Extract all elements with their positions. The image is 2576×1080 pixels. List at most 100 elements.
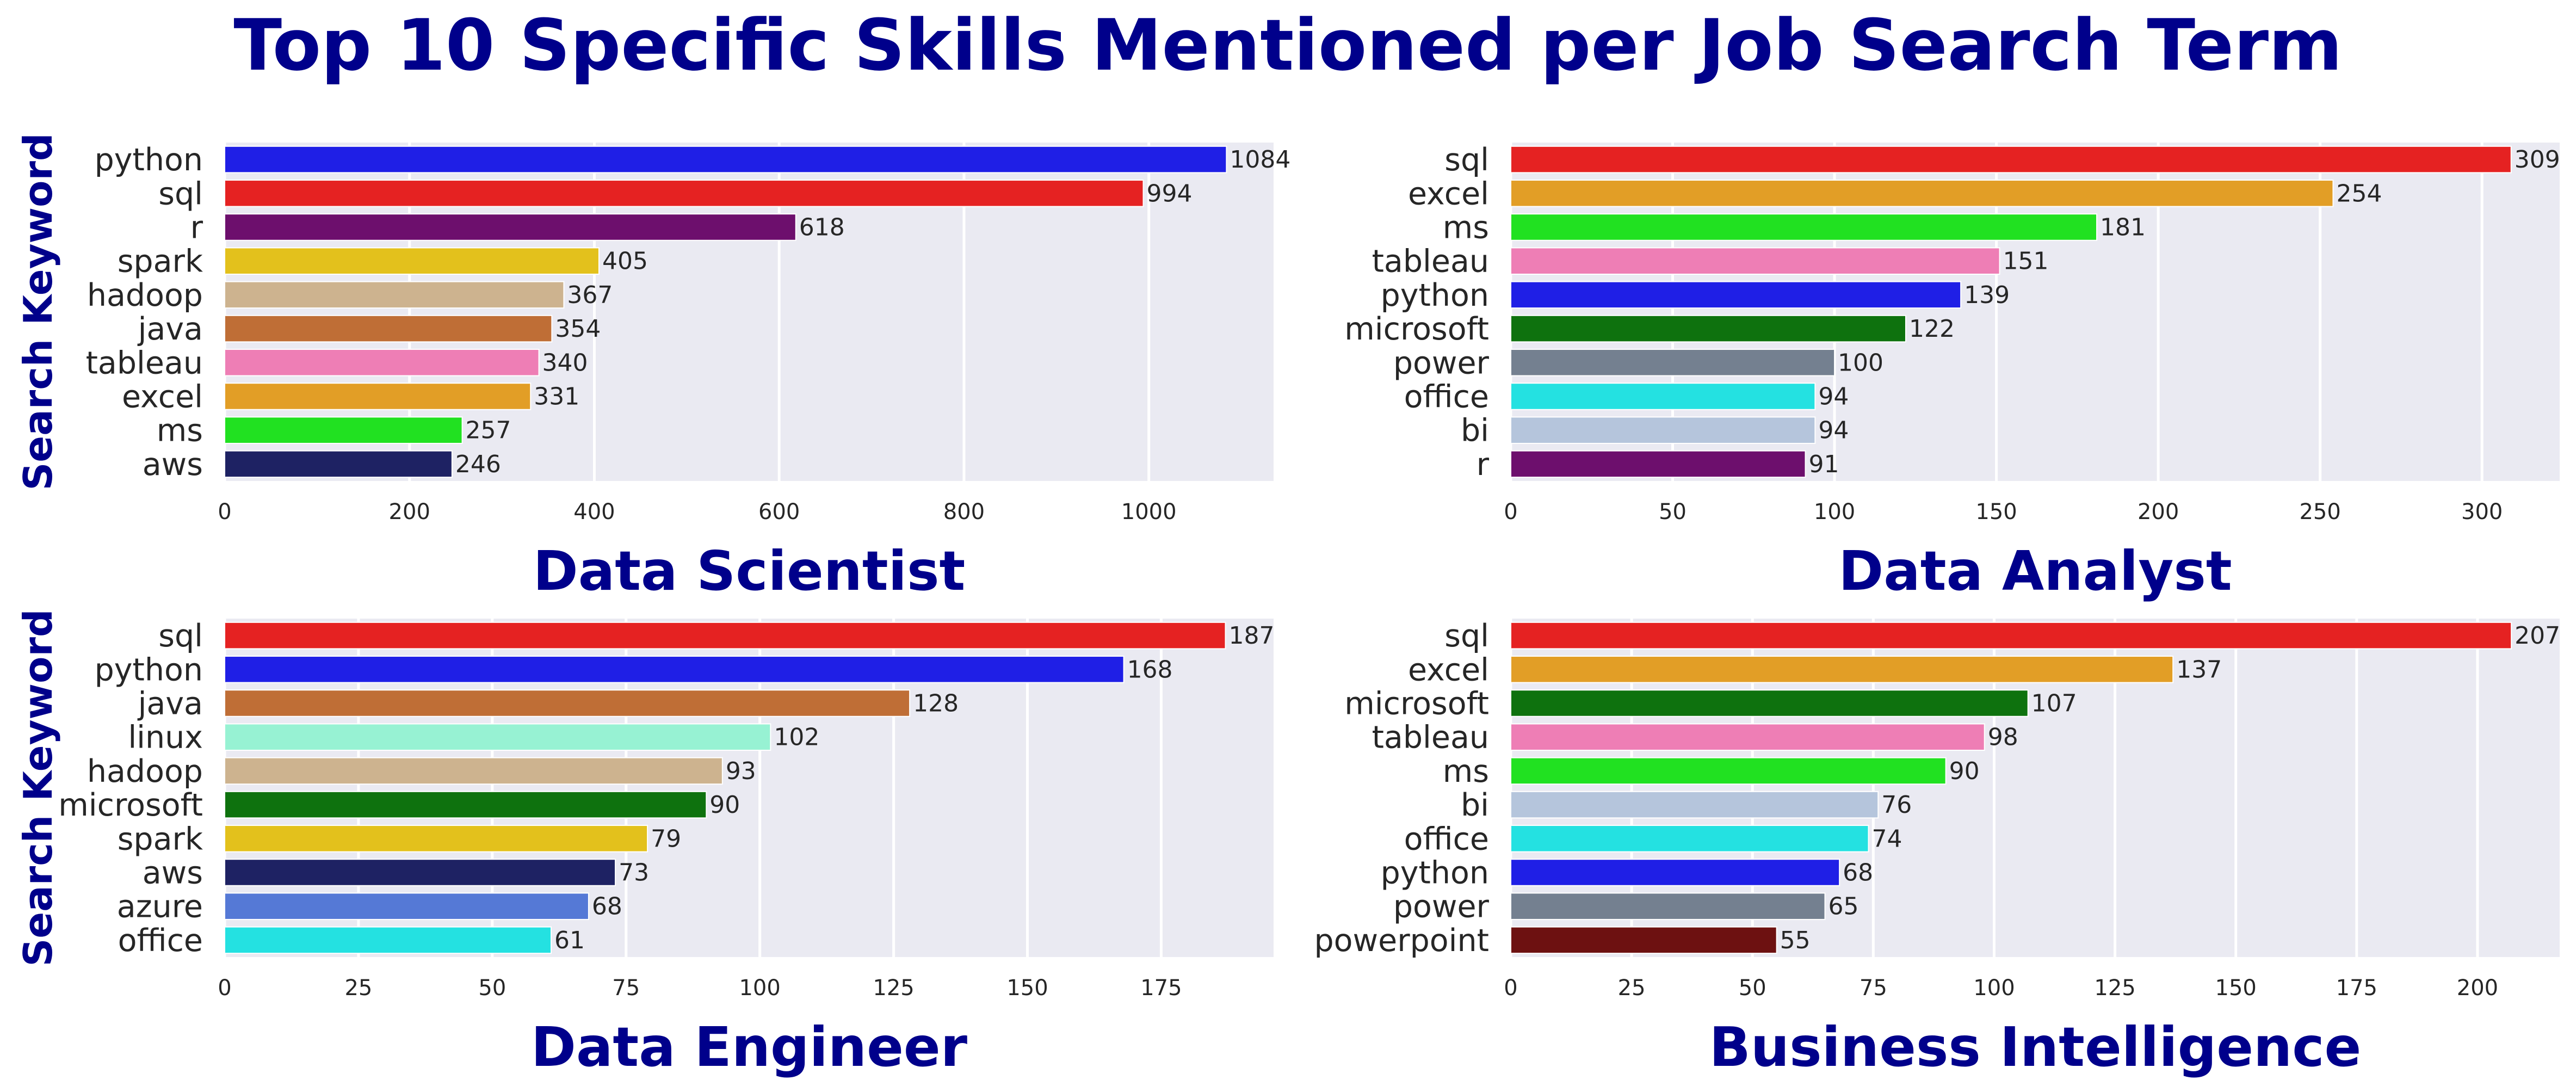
value-label-power: 100 bbox=[1838, 349, 1883, 377]
category-label-spark: spark bbox=[118, 821, 203, 857]
category-label-sql: sql bbox=[1444, 142, 1489, 178]
category-label-hadoop: hadoop bbox=[87, 277, 203, 313]
bar-tableau bbox=[1510, 247, 2000, 275]
panel-data-scientist: 0 200 400 600 800 1000 1084 python 994 sql 618 r 405… bbox=[15, 133, 1290, 603]
bar-hadoop bbox=[224, 281, 565, 309]
value-label-tableau: 151 bbox=[2003, 248, 2049, 275]
bar-sql bbox=[1510, 145, 2512, 174]
category-label-power: power bbox=[1393, 889, 1490, 925]
category-label-excel: excel bbox=[1408, 176, 1489, 212]
bar-python bbox=[224, 656, 1125, 683]
bar-excel bbox=[1510, 180, 2334, 207]
category-label-hadoop: hadoop bbox=[87, 754, 203, 789]
value-label-office: 74 bbox=[1871, 825, 1902, 853]
category-label-bi: bi bbox=[1461, 787, 1489, 823]
value-label-python: 139 bbox=[1964, 281, 2010, 309]
bar-ms bbox=[1510, 213, 2098, 241]
x-tick-label: 800 bbox=[943, 499, 985, 524]
value-label-bi: 94 bbox=[1818, 417, 1849, 445]
bar-excel bbox=[1510, 656, 2174, 683]
category-label-office: office bbox=[1404, 379, 1489, 415]
bar-r bbox=[1510, 450, 1806, 478]
bar-tableau bbox=[224, 349, 540, 377]
category-label-tableau: tableau bbox=[86, 345, 203, 381]
value-label-ms: 181 bbox=[2100, 214, 2146, 242]
value-label-spark: 405 bbox=[602, 248, 648, 275]
y-axis-title: Search Keyword bbox=[15, 609, 61, 966]
x-tick-label: 200 bbox=[2457, 976, 2498, 1001]
value-label-office: 61 bbox=[554, 927, 585, 954]
category-label-python: python bbox=[95, 652, 203, 688]
category-label-spark: spark bbox=[118, 244, 203, 280]
bar-aws bbox=[224, 450, 453, 478]
value-label-azure: 68 bbox=[592, 893, 622, 921]
category-label-python: python bbox=[1381, 277, 1489, 313]
x-axis-title: Data Scientist bbox=[533, 539, 966, 603]
x-tick-label: 300 bbox=[2461, 499, 2503, 524]
x-tick-label: 100 bbox=[1814, 499, 1855, 524]
bar-spark bbox=[224, 825, 648, 853]
x-tick-label: 125 bbox=[873, 976, 914, 1001]
panel-data-engineer: 0 25 50 75 100 125 150 175 187 sql 168 python 128 jav… bbox=[15, 609, 1274, 1079]
value-label-linux: 102 bbox=[774, 724, 819, 751]
x-tick-label: 175 bbox=[1140, 976, 1182, 1001]
category-label-aws: aws bbox=[143, 855, 203, 891]
value-label-sql: 207 bbox=[2515, 622, 2560, 650]
value-label-microsoft: 107 bbox=[2031, 690, 2077, 718]
category-label-tableau: tableau bbox=[1372, 720, 1489, 756]
bar-ms bbox=[1510, 757, 1947, 785]
category-label-microsoft: microsoft bbox=[1344, 686, 1489, 722]
value-label-spark: 79 bbox=[651, 825, 681, 853]
category-label-sql: sql bbox=[158, 176, 203, 212]
x-axis-title: Business Intelligence bbox=[1709, 1015, 2362, 1079]
x-tick-label: 0 bbox=[218, 976, 231, 1001]
value-label-sql: 187 bbox=[1228, 622, 1274, 650]
value-label-sql: 994 bbox=[1146, 180, 1192, 207]
category-label-sql: sql bbox=[1444, 618, 1489, 654]
x-tick-label: 75 bbox=[1860, 976, 1887, 1001]
bar-python bbox=[224, 145, 1227, 174]
value-label-tableau: 340 bbox=[542, 349, 588, 377]
x-tick-label: 250 bbox=[2299, 499, 2340, 524]
x-tick-label: 75 bbox=[612, 976, 640, 1001]
bar-bi bbox=[1510, 791, 1879, 819]
y-axis-title: Search Keyword bbox=[15, 133, 61, 490]
value-label-excel: 254 bbox=[2336, 180, 2382, 207]
value-label-tableau: 98 bbox=[1988, 724, 2018, 751]
category-label-sql: sql bbox=[158, 618, 203, 654]
category-label-python: python bbox=[1381, 855, 1489, 891]
bar-excel bbox=[224, 382, 532, 410]
value-label-python: 68 bbox=[1843, 859, 1873, 887]
bar-microsoft bbox=[1510, 314, 1906, 343]
category-label-tableau: tableau bbox=[1372, 244, 1489, 280]
category-label-java: java bbox=[137, 311, 203, 347]
bar-python bbox=[1510, 281, 1962, 309]
category-label-bi: bi bbox=[1461, 413, 1489, 449]
category-label-ms: ms bbox=[157, 413, 203, 449]
x-tick-label: 50 bbox=[1659, 499, 1687, 524]
bar-power bbox=[1510, 349, 1836, 377]
value-label-aws: 246 bbox=[455, 450, 501, 478]
bar-sql bbox=[224, 180, 1144, 207]
value-label-powerpoint: 55 bbox=[1780, 927, 1811, 954]
value-label-ms: 90 bbox=[1949, 757, 1980, 785]
value-label-hadoop: 93 bbox=[726, 757, 756, 785]
x-tick-label: 175 bbox=[2336, 976, 2377, 1001]
bar-linux bbox=[224, 723, 771, 751]
x-tick-label: 50 bbox=[478, 976, 506, 1001]
value-label-r: 618 bbox=[799, 214, 845, 242]
x-tick-label: 600 bbox=[758, 499, 800, 524]
bar-java bbox=[224, 314, 553, 343]
category-label-microsoft: microsoft bbox=[1344, 311, 1489, 347]
category-label-excel: excel bbox=[122, 379, 203, 415]
bar-sql bbox=[224, 621, 1226, 650]
category-label-ms: ms bbox=[1443, 210, 1489, 246]
bar-r bbox=[224, 213, 796, 241]
value-label-bi: 76 bbox=[1881, 791, 1912, 819]
value-label-python: 168 bbox=[1127, 656, 1173, 683]
category-label-power: power bbox=[1393, 345, 1490, 381]
value-label-microsoft: 90 bbox=[709, 791, 740, 819]
value-label-hadoop: 367 bbox=[567, 281, 613, 309]
value-label-excel: 331 bbox=[534, 383, 579, 411]
bar-office bbox=[1510, 382, 1816, 410]
